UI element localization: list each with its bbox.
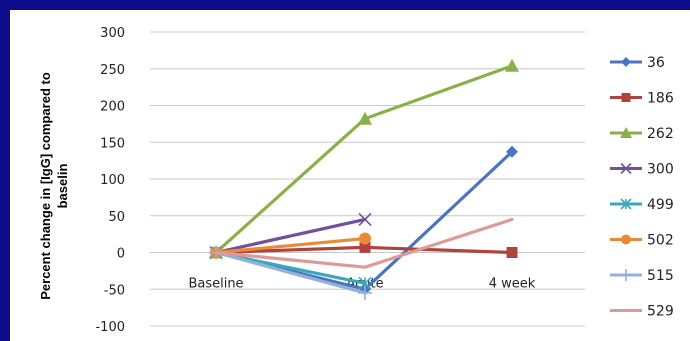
legend-marker	[620, 269, 632, 281]
data-point-262-2	[505, 58, 519, 72]
y-tick-label: 150	[100, 136, 125, 151]
y-tick-label: 300	[100, 26, 125, 41]
y-axis-ticks: 300 250 200 150 100 50 0 -50 -100	[95, 26, 125, 335]
series-line-262	[214, 64, 514, 255]
data-point-186-1	[359, 241, 371, 253]
data-point-515-1	[358, 285, 372, 300]
legend-label: 262	[647, 126, 674, 142]
series-529	[214, 217, 514, 269]
y-tick-label: -100	[95, 320, 125, 335]
y-tick-label: 0	[117, 247, 125, 262]
legend-label: 300	[647, 162, 674, 178]
legend-label: 515	[647, 268, 674, 284]
legend-item-515: 515	[610, 268, 674, 284]
data-point-502-1	[359, 232, 371, 245]
y-tick-label: -50	[104, 283, 125, 298]
legend-marker	[621, 93, 631, 102]
legend-marker	[620, 127, 632, 138]
legend-label: 36	[647, 55, 665, 71]
legend-item-262: 262	[610, 126, 674, 142]
legend-marker	[620, 198, 632, 210]
legend-item-186: 186	[610, 91, 674, 107]
data-point-300-1	[358, 212, 372, 226]
y-axis-label-line2: baselin	[55, 164, 70, 209]
x-category-label: 4 week	[489, 277, 536, 292]
series-line-515	[214, 250, 367, 295]
series-262	[209, 58, 519, 259]
legend-item-499: 499	[610, 197, 674, 213]
series-lines	[209, 58, 519, 300]
legend-item-529: 529	[610, 304, 674, 320]
legend-item-502: 502	[610, 233, 674, 249]
y-tick-label: 200	[100, 100, 125, 115]
legend-label: 529	[647, 304, 674, 320]
data-point-262-1	[358, 111, 372, 125]
series-line-502	[214, 236, 367, 255]
data-point-186-2	[506, 247, 518, 258]
series-line-300	[214, 217, 367, 255]
y-tick-label: 250	[100, 63, 125, 78]
legend-marker	[621, 234, 631, 245]
legend-marker	[621, 57, 631, 67]
y-axis-label-line1: Percent change in [IgG] compared to	[38, 72, 53, 300]
y-tick-label: 50	[108, 210, 125, 225]
series-line-529	[214, 217, 514, 269]
legend-marker	[620, 162, 632, 175]
legend-label: 502	[647, 233, 674, 249]
legend-item-36: 36	[610, 55, 665, 71]
legend-label: 186	[647, 91, 674, 107]
legend: 36 186 262 300 499 502 515 529	[610, 55, 674, 320]
x-category-label: Baseline	[188, 277, 243, 292]
data-point-36-2	[506, 145, 518, 158]
legend-label: 499	[647, 197, 674, 213]
y-tick-label: 100	[100, 173, 125, 188]
legend-item-300: 300	[610, 162, 674, 178]
